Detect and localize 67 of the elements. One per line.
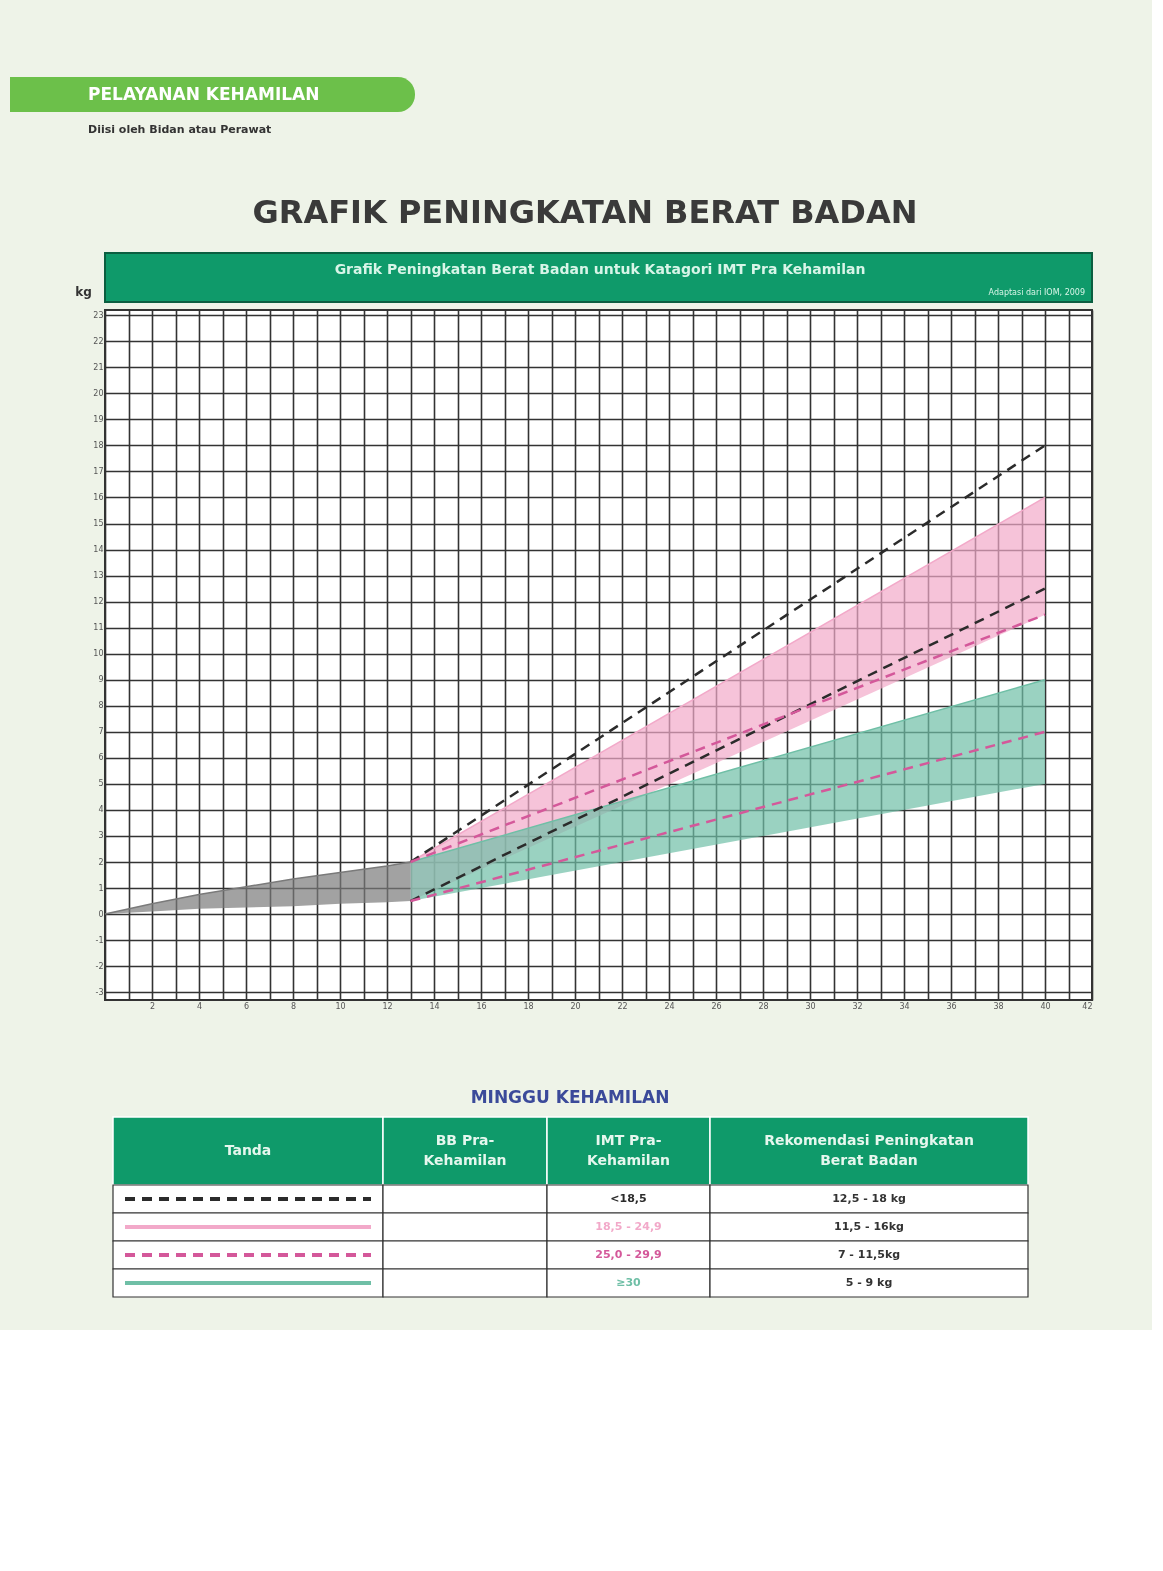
text: BB Pra- Kehamilan bbox=[423, 1132, 507, 1168]
text: ≥30 bbox=[616, 1276, 642, 1289]
text: 25,0 - 29,9 bbox=[595, 1248, 662, 1261]
y-tick-label: 1 bbox=[98, 883, 104, 893]
text: IMT Pra- Kehamilan bbox=[586, 1132, 671, 1168]
y-tick-label: -3 bbox=[95, 987, 104, 997]
x-tick-label: 40 bbox=[1040, 1001, 1051, 1011]
x-tick-label: 34 bbox=[899, 1001, 910, 1011]
y-tick-label: 10 bbox=[93, 649, 104, 659]
text: 7 - 11,5kg bbox=[837, 1248, 901, 1261]
y-tick-label: 6 bbox=[98, 753, 104, 763]
chart-subtitle: Grafik Peningkatan Berat Badan untuk Katagori IMT Pra Kehamilan bbox=[334, 261, 866, 277]
x-tick-label: 18 bbox=[523, 1001, 534, 1011]
y-tick-label: -1 bbox=[95, 935, 104, 945]
y-tick-label: 11 bbox=[93, 623, 104, 633]
text: 18,5 - 24,9 bbox=[595, 1220, 662, 1233]
x-tick-label: 30 bbox=[805, 1001, 816, 1011]
y-tick-label: 21 bbox=[93, 362, 104, 372]
text: Adaptasi dari IOM, 2009 bbox=[988, 288, 1085, 297]
y-tick-label: 13 bbox=[93, 571, 104, 581]
y-tick-label: 16 bbox=[93, 492, 104, 502]
y-tick-label: 22 bbox=[93, 336, 104, 346]
x-tick-label: 36 bbox=[946, 1001, 957, 1011]
x-tick-label: 2 bbox=[149, 1001, 156, 1011]
y-tick-label: 15 bbox=[93, 519, 104, 529]
x-tick-label: 42 bbox=[1082, 1001, 1093, 1011]
x-tick-label: 32 bbox=[852, 1001, 863, 1011]
x-tick-label: 4 bbox=[196, 1001, 203, 1011]
x-tick-label: 26 bbox=[711, 1001, 722, 1011]
y-tick-label: 5 bbox=[98, 779, 104, 789]
x-tick-label: 10 bbox=[335, 1001, 346, 1011]
text: MINGGU KEHAMILAN bbox=[470, 1087, 670, 1107]
y-tick-label: 20 bbox=[93, 388, 104, 398]
x-tick-label: 16 bbox=[476, 1001, 487, 1011]
y-axis-title: kg bbox=[75, 284, 92, 299]
chart-title: GRAFIK PENINGKATAN BERAT BADAN bbox=[252, 193, 918, 231]
text: 12,5 - 18 kg bbox=[832, 1192, 906, 1205]
x-tick-label: 12 bbox=[382, 1001, 393, 1011]
x-tick-label: 22 bbox=[617, 1001, 628, 1011]
x-tick-label: 20 bbox=[570, 1001, 581, 1011]
y-tick-label: 3 bbox=[98, 831, 104, 841]
x-tick-label: 8 bbox=[290, 1001, 297, 1011]
x-tick-label: 6 bbox=[243, 1001, 250, 1011]
x-tick-label: 24 bbox=[664, 1001, 675, 1011]
text: PELAYANAN KEHAMILAN bbox=[88, 84, 320, 104]
y-tick-label: 19 bbox=[93, 414, 104, 424]
x-tick-label: 14 bbox=[429, 1001, 440, 1011]
y-tick-label: 2 bbox=[98, 857, 104, 867]
y-tick-label: -2 bbox=[95, 961, 104, 971]
y-tick-label: 9 bbox=[98, 675, 104, 685]
text: Diisi oleh Bidan atau Perawat bbox=[88, 123, 272, 136]
text: 11,5 - 16kg bbox=[834, 1220, 904, 1233]
x-tick-label: 38 bbox=[993, 1001, 1004, 1011]
y-tick-label: 4 bbox=[98, 805, 104, 815]
y-tick-label: 12 bbox=[93, 597, 104, 607]
text: <18,5 bbox=[610, 1192, 647, 1205]
y-tick-label: 18 bbox=[93, 440, 104, 450]
text: 5 - 9 kg bbox=[845, 1276, 893, 1289]
text: Tanda bbox=[224, 1142, 272, 1158]
y-tick-label: 0 bbox=[98, 909, 104, 919]
y-tick-label: 14 bbox=[93, 545, 104, 555]
y-tick-label: 17 bbox=[93, 466, 104, 476]
y-tick-label: 7 bbox=[98, 727, 104, 737]
y-tick-label: 23 bbox=[93, 310, 104, 320]
y-tick-label: 8 bbox=[98, 701, 104, 711]
text: Rekomendasi Peningkatan Berat Badan bbox=[764, 1132, 974, 1168]
x-tick-label: 28 bbox=[758, 1001, 769, 1011]
